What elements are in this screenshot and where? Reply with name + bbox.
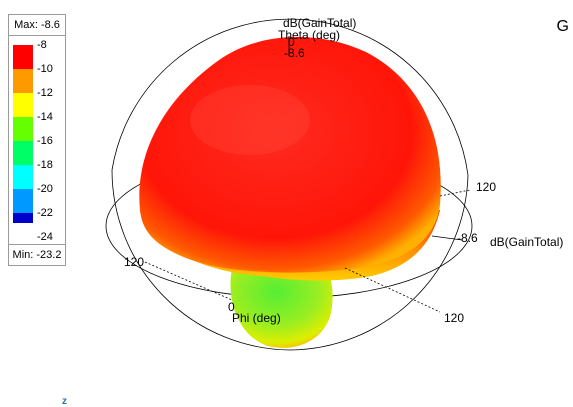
legend-swatch: [13, 141, 33, 165]
quantity-label: dB(GainTotal): [283, 16, 356, 30]
legend-swatch: [13, 93, 33, 117]
axis-triad-z-label: z: [62, 396, 67, 407]
main-lobe: [139, 36, 441, 273]
gain-axis: [431, 235, 463, 241]
phi-axis-dotted: [344, 267, 441, 313]
legend-tick: -8: [37, 39, 47, 51]
right-tick-line: [439, 189, 471, 197]
theta-zero-label: 0: [288, 35, 295, 49]
theta-value-label: -8.6: [284, 46, 305, 60]
theta-circle-front: [111, 169, 469, 351]
legend-tick: -20: [37, 183, 53, 195]
legend-swatch: [13, 117, 33, 141]
legend-tick: -16: [37, 135, 53, 147]
theta-circle: [111, 18, 469, 176]
legend-min-label: Min: -23.2: [9, 244, 65, 265]
legend-swatch: [13, 165, 33, 189]
axis-label: dB(GainTotal): [490, 235, 563, 249]
angle-right-label: 120: [476, 180, 496, 194]
legend-tick: -14: [37, 111, 53, 123]
axis-value-label: -8.6: [457, 231, 478, 245]
angle-bottom-label: 120: [444, 311, 464, 325]
legend-swatch: [13, 189, 33, 213]
legend-tick: -18: [37, 159, 53, 171]
color-legend: Max: -8.6 -8 -10 -12 -14 -16 -18 -20 -22…: [8, 14, 66, 266]
legend-swatch: [13, 45, 33, 69]
theta-axis-label: Theta (deg): [278, 28, 340, 42]
angle-left-label: 120: [124, 255, 144, 269]
phi-zero-label: 0: [228, 300, 235, 314]
legend-tick: -22: [37, 207, 53, 219]
legend-tick: -10: [37, 63, 53, 75]
legend-swatch: [13, 213, 33, 223]
lobe-highlight: [190, 85, 310, 155]
corner-label: G: [556, 18, 569, 35]
legend-tick: -24: [37, 231, 53, 243]
legend-swatch: [13, 69, 33, 93]
back-lobe: [230, 268, 333, 348]
legend-max-label: Max: -8.6: [9, 15, 65, 36]
phi-axis-label: Phi (deg): [232, 311, 281, 325]
legend-tick: -12: [37, 87, 53, 99]
